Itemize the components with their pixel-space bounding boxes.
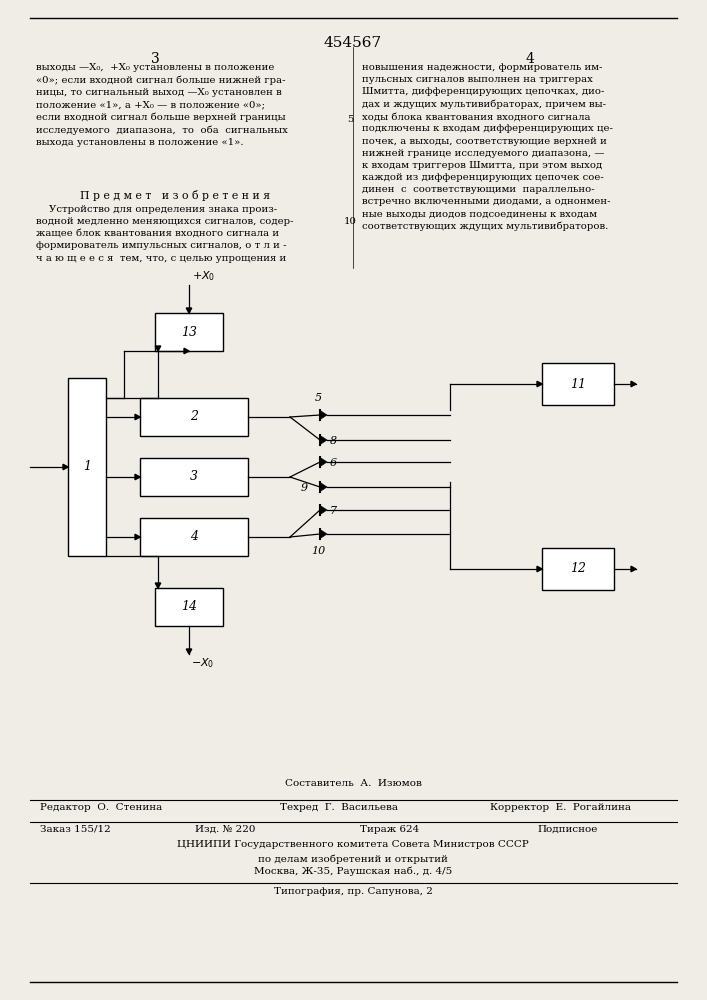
Polygon shape (156, 346, 160, 351)
Polygon shape (135, 414, 140, 420)
Text: 4: 4 (190, 530, 198, 544)
Bar (140, 458, 248, 496)
Bar (140, 518, 248, 556)
Text: 3: 3 (190, 471, 198, 484)
Text: Типография, пр. Сапунова, 2: Типография, пр. Сапунова, 2 (274, 887, 433, 896)
Text: выходы —X₀,  +X₀ установлены в положение
«0»; если входной сигнал больше нижней : выходы —X₀, +X₀ установлены в положение … (36, 63, 288, 147)
Text: Москва, Ж-35, Раушская наб., д. 4/5: Москва, Ж-35, Раушская наб., д. 4/5 (254, 867, 452, 876)
Polygon shape (320, 529, 327, 539)
Text: новышения надежности, формирователь им-
пульсных сигналов выполнен на триггерах
: новышения надежности, формирователь им- … (362, 63, 613, 231)
Polygon shape (537, 566, 542, 572)
Text: ЦНИИПИ Государственного комитета Совета Министров СССР: ЦНИИПИ Государственного комитета Совета … (177, 840, 529, 849)
Polygon shape (631, 381, 636, 387)
Polygon shape (320, 435, 327, 445)
Text: $-X_0$: $-X_0$ (191, 656, 214, 670)
Text: 14: 14 (181, 600, 197, 613)
Polygon shape (537, 381, 542, 387)
Polygon shape (186, 308, 192, 313)
Text: 2: 2 (190, 410, 198, 424)
Text: 10: 10 (311, 546, 325, 556)
Text: Тираж 624: Тираж 624 (360, 825, 419, 834)
Text: Устройство для определения знака произ-
водной медленно меняющихся сигналов, сод: Устройство для определения знака произ- … (36, 205, 293, 263)
Polygon shape (320, 410, 327, 420)
Text: Изд. № 220: Изд. № 220 (195, 825, 255, 834)
Bar (542, 363, 614, 405)
Polygon shape (135, 534, 140, 540)
Bar (140, 398, 248, 436)
Polygon shape (63, 464, 68, 470)
Bar (68, 378, 106, 556)
Text: 3: 3 (151, 52, 159, 66)
Text: Подписное: Подписное (537, 825, 597, 834)
Bar (155, 313, 223, 351)
Text: 5: 5 (315, 393, 322, 403)
Text: 11: 11 (570, 377, 586, 390)
Bar (155, 588, 223, 626)
Polygon shape (186, 649, 192, 654)
Polygon shape (320, 482, 327, 492)
Text: 7: 7 (330, 506, 337, 516)
Text: Техред  Г.  Васильева: Техред Г. Васильева (280, 803, 398, 812)
Text: П р е д м е т   и з о б р е т е н и я: П р е д м е т и з о б р е т е н и я (80, 190, 270, 201)
Text: 12: 12 (570, 562, 586, 576)
Text: 454567: 454567 (324, 36, 382, 50)
Text: 8: 8 (330, 436, 337, 446)
Polygon shape (320, 505, 327, 515)
Text: 6: 6 (330, 458, 337, 468)
Bar (542, 548, 614, 590)
Polygon shape (320, 457, 327, 467)
Polygon shape (631, 566, 636, 572)
Text: 10: 10 (344, 217, 356, 226)
Text: 1: 1 (83, 460, 91, 474)
Text: 13: 13 (181, 326, 197, 338)
Text: Корректор  Е.  Рогайлина: Корректор Е. Рогайлина (490, 803, 631, 812)
Text: 5: 5 (347, 115, 354, 124)
Polygon shape (135, 474, 140, 480)
Polygon shape (156, 583, 160, 588)
Text: 9: 9 (301, 483, 308, 493)
Text: по делам изобретений и открытий: по делам изобретений и открытий (258, 854, 448, 863)
Text: 4: 4 (525, 52, 534, 66)
Text: Составитель  А.  Изюмов: Составитель А. Изюмов (284, 779, 421, 788)
Text: $+X_0$: $+X_0$ (192, 269, 216, 283)
Polygon shape (184, 348, 189, 354)
Text: Редактор  О.  Стенина: Редактор О. Стенина (40, 803, 162, 812)
Text: Заказ 155/12: Заказ 155/12 (40, 825, 111, 834)
